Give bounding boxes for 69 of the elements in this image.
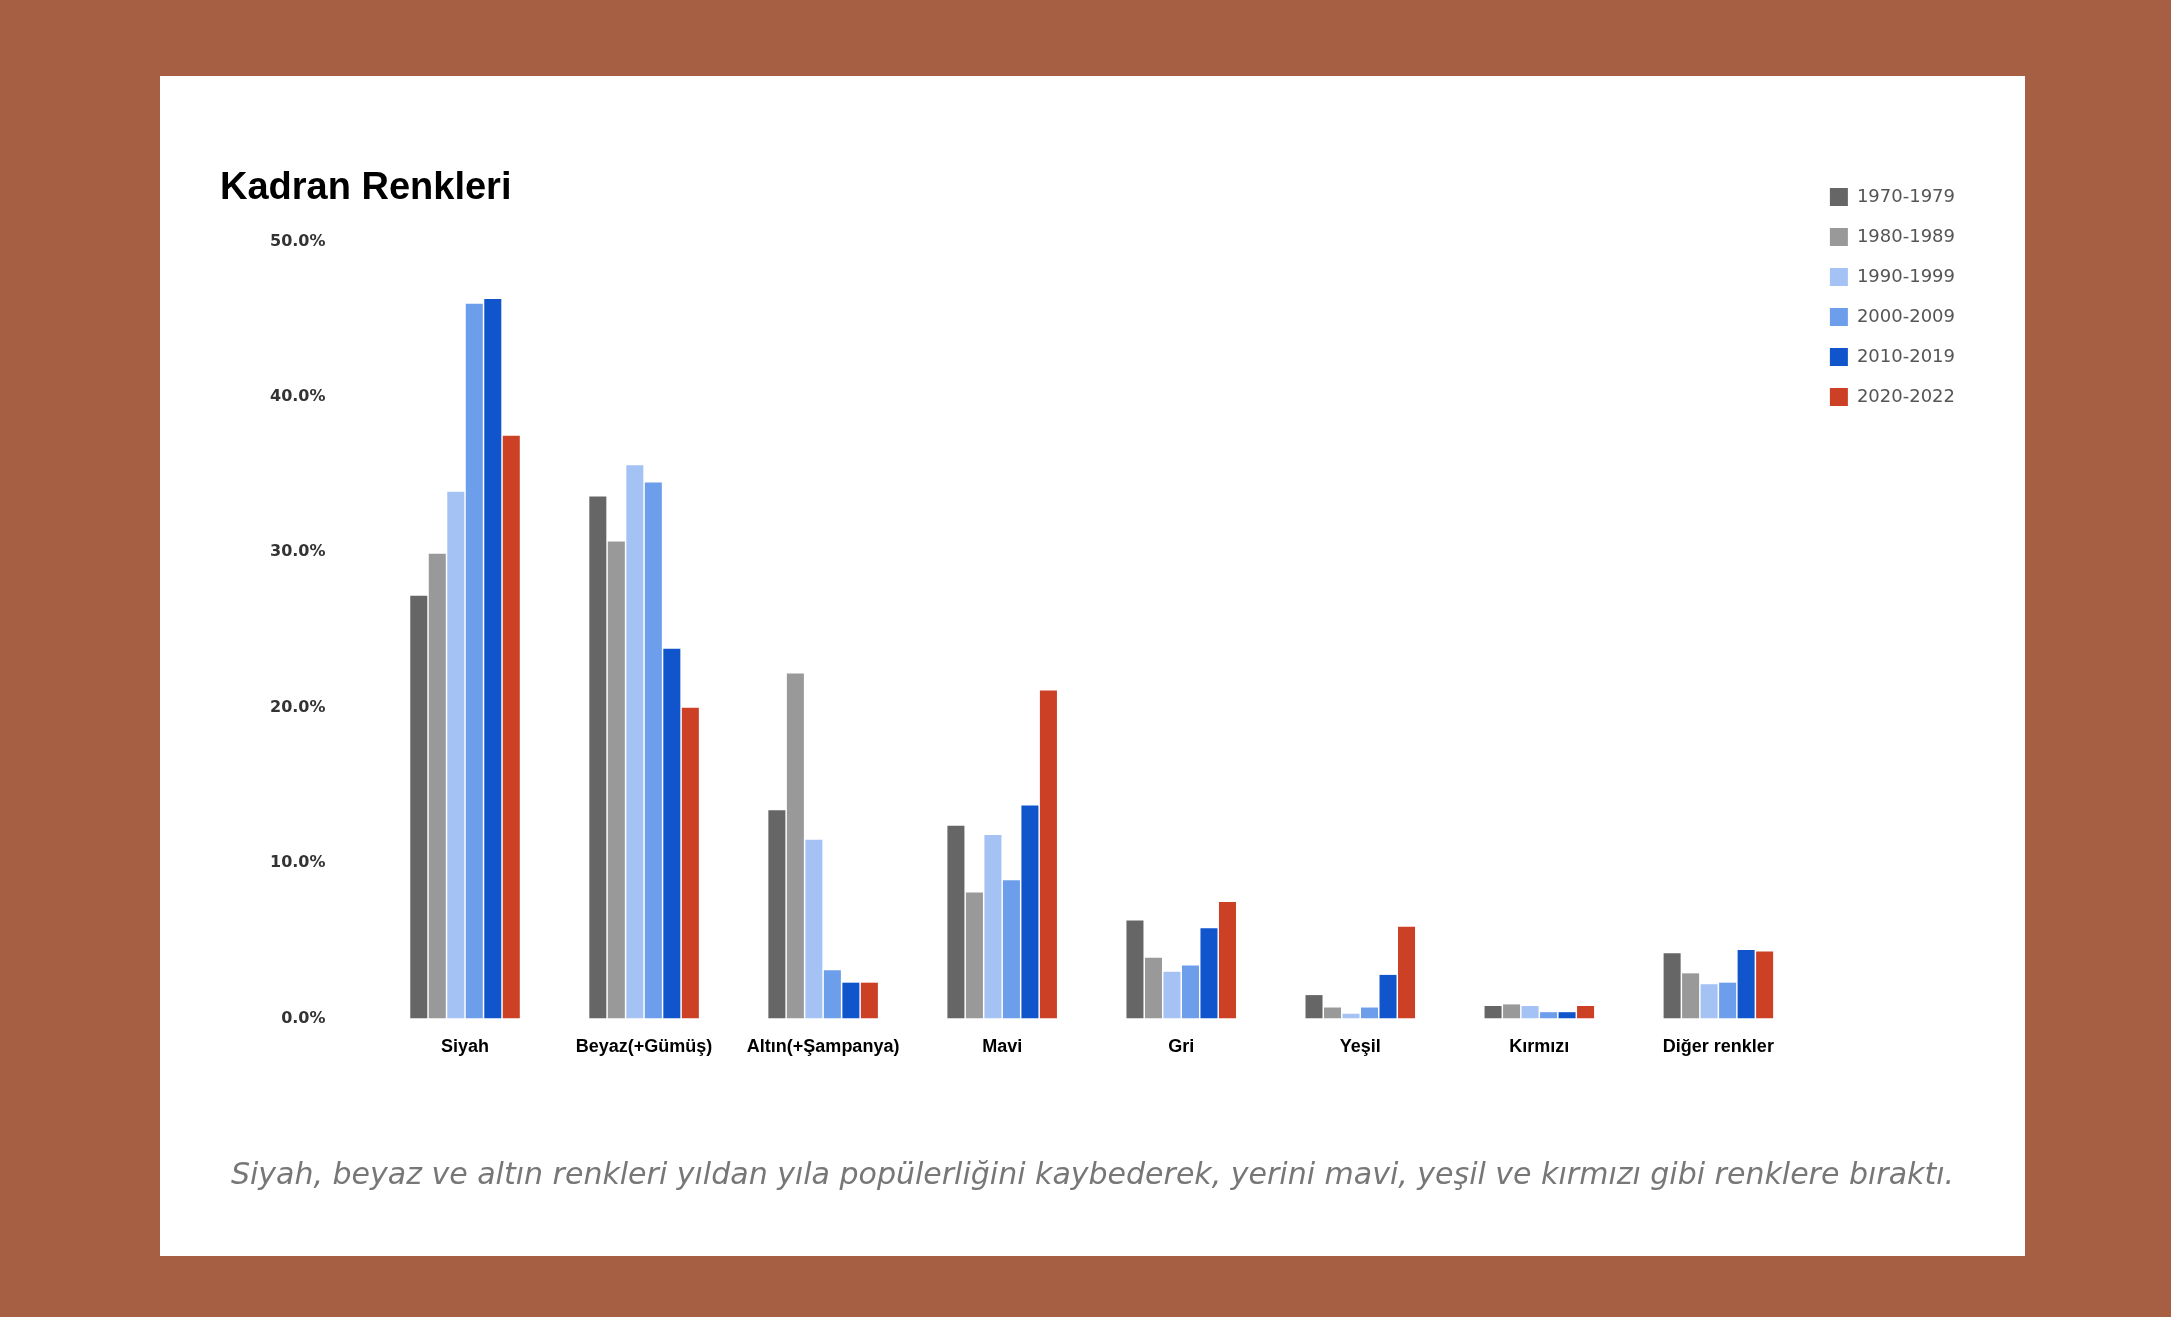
y-tick-label: 0.0% (281, 1007, 326, 1027)
legend-label: 2020-2022 (1856, 384, 1956, 406)
bar (1324, 1007, 1342, 1019)
x-tick-label: Diğer renkler (1662, 1036, 1774, 1057)
bar (663, 648, 681, 1019)
text: Siyah, beyaz ve altın renkleri yıldan yıla popülerliğini kaybederek, yerini mavi, yeşil ve kırmızı gibi renklere bıraktı. (229, 1156, 1956, 1191)
bar (1039, 690, 1057, 1019)
x-tick-label: Mavi (982, 1036, 1023, 1057)
y-tick-label: 40.0% (269, 386, 326, 406)
bar (1484, 1005, 1502, 1019)
bar (1002, 880, 1020, 1019)
bar (626, 465, 644, 1019)
x-tick-label: Kırmızı (1509, 1036, 1570, 1057)
bar (1126, 920, 1144, 1019)
x-tick-label: Gri (1168, 1036, 1195, 1057)
bar (1540, 1012, 1558, 1019)
bar (860, 982, 878, 1019)
bar (1503, 1004, 1521, 1019)
legend-label: 1970-1979 (1856, 184, 1956, 206)
y-tick-label: 20.0% (269, 696, 326, 716)
bar (1756, 951, 1774, 1019)
x-tick-label: Altın(+Şampanya) (746, 1036, 900, 1057)
bar (1218, 901, 1236, 1019)
bar (1558, 1012, 1576, 1019)
y-tick-label: 10.0% (269, 852, 326, 872)
bar (842, 982, 860, 1019)
bar (1663, 953, 1681, 1019)
y-tick-label: 30.0% (269, 541, 326, 561)
x-tick-label: Yeşil (1339, 1036, 1381, 1057)
bar (965, 892, 983, 1019)
bar (502, 435, 520, 1019)
bar (428, 553, 446, 1019)
bar (1379, 974, 1397, 1019)
bar (1521, 1005, 1539, 1019)
bar (1577, 1005, 1595, 1019)
bar (1021, 805, 1039, 1019)
legend-label: 2000-2009 (1856, 304, 1956, 326)
bar (947, 825, 965, 1019)
bar (984, 835, 1002, 1019)
bar (1361, 1007, 1379, 1019)
bar (607, 541, 625, 1019)
y-tick-label: 50.0% (269, 230, 326, 250)
bar (1181, 965, 1199, 1019)
bar (1398, 926, 1416, 1019)
bar (484, 299, 502, 1019)
bar (1144, 957, 1162, 1019)
bar (644, 482, 662, 1019)
bar (410, 595, 428, 1019)
bar (589, 496, 607, 1019)
bar (1719, 982, 1737, 1019)
legend-label: 1990-1999 (1856, 264, 1956, 286)
bar (1305, 995, 1323, 1019)
bar (823, 970, 841, 1019)
bar (1737, 950, 1755, 1019)
bar (1682, 973, 1700, 1019)
bar (681, 707, 699, 1019)
bar (768, 810, 786, 1019)
legend-label: 1980-1989 (1856, 224, 1956, 246)
legend-label: 2010-2019 (1856, 344, 1956, 366)
bar (786, 673, 804, 1019)
bar (1200, 928, 1218, 1019)
bar (805, 839, 823, 1019)
bar (1700, 984, 1718, 1019)
x-tick-label: Siyah (441, 1036, 490, 1057)
bar (447, 491, 465, 1019)
x-tick-label: Beyaz(+Gümüş) (575, 1036, 713, 1057)
bar (1163, 971, 1181, 1019)
chart-title: Kadran Renkleri (220, 165, 512, 208)
bar (465, 303, 483, 1019)
